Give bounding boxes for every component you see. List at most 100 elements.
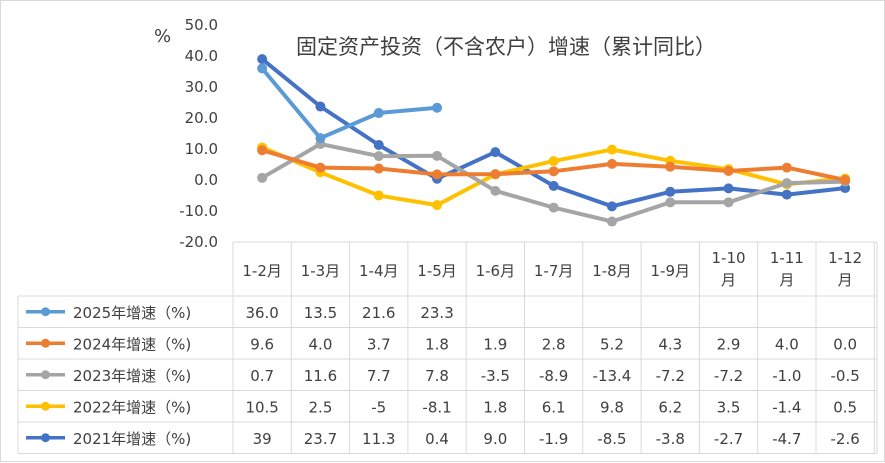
- table-cell-value: 6.2: [658, 398, 682, 416]
- table-cell-value: 2.9: [717, 335, 741, 353]
- x-category-label: 1-9月: [651, 262, 691, 280]
- x-category-label: 1-7月: [534, 262, 574, 280]
- table-cell-value: 4.0: [309, 335, 333, 353]
- legend-series-name: 2023年增速（%): [73, 367, 191, 385]
- table-cell-value: -1.0: [772, 367, 801, 385]
- table-cell-value: -5: [371, 398, 386, 416]
- table-cell-value: -1.9: [539, 430, 568, 448]
- data-point: [723, 197, 734, 208]
- x-category-label: 1-11: [770, 249, 804, 267]
- y-tick-label: 20.0: [185, 109, 218, 127]
- table-cell-value: 4.3: [658, 335, 682, 353]
- table-cell-value: 5.2: [600, 335, 624, 353]
- x-category-label: 1-2月: [242, 262, 282, 280]
- data-point: [606, 158, 617, 169]
- table-cell-value: 11.6: [304, 367, 337, 385]
- table-cell-value: 11.3: [362, 430, 395, 448]
- data-point: [548, 156, 559, 167]
- table-cell-value: 1.9: [483, 335, 507, 353]
- table-cell-value: -3.5: [481, 367, 510, 385]
- data-point: [432, 200, 443, 211]
- table-cell-value: -8.1: [422, 398, 451, 416]
- y-tick-label: 30.0: [185, 78, 218, 96]
- y-tick-label: 40.0: [185, 47, 218, 65]
- table-cell-value: 0.0: [833, 335, 857, 353]
- data-point: [490, 169, 501, 180]
- table-cell-value: 3.5: [717, 398, 741, 416]
- table-cell-value: 6.1: [542, 398, 566, 416]
- table-cell-value: 7.7: [367, 367, 391, 385]
- legend-series-name: 2022年增速（%): [73, 398, 191, 416]
- data-point: [548, 180, 559, 191]
- table-cell-value: 0.4: [425, 430, 449, 448]
- data-point: [781, 162, 792, 173]
- data-point: [490, 185, 501, 196]
- table-cell-value: 39: [253, 430, 272, 448]
- table-cell-value: 9.0: [483, 430, 507, 448]
- data-point: [665, 197, 676, 208]
- data-point: [257, 54, 268, 65]
- table-cell-value: 10.5: [245, 398, 278, 416]
- data-point: [548, 202, 559, 213]
- table-cell-value: 2.5: [309, 398, 333, 416]
- data-point: [723, 183, 734, 194]
- table-cell-value: -4.7: [772, 430, 801, 448]
- data-point: [257, 63, 268, 74]
- table-cell-value: -7.2: [656, 367, 685, 385]
- x-category-label: 1-6月: [476, 262, 516, 280]
- table-cell-value: 13.5: [304, 304, 337, 322]
- legend-key-marker: [41, 433, 50, 443]
- table-cell-value: -1.4: [772, 398, 801, 416]
- legend-key-marker: [41, 307, 50, 317]
- data-point: [606, 216, 617, 227]
- table-cell-value: 1.8: [425, 335, 449, 353]
- data-point: [781, 189, 792, 200]
- table-cell-value: -0.5: [831, 367, 860, 385]
- data-point: [373, 108, 384, 119]
- data-point: [373, 139, 384, 150]
- data-point: [257, 172, 268, 183]
- x-category-label: 1-4月: [359, 262, 399, 280]
- legend-key-marker: [41, 338, 50, 348]
- data-point: [606, 201, 617, 212]
- table-cell-value: -8.9: [539, 367, 568, 385]
- y-tick-label: -20.0: [179, 233, 218, 251]
- table-cell-value: 2.8: [542, 335, 566, 353]
- table-cell-value: -13.4: [593, 367, 632, 385]
- x-category-label: 月: [779, 271, 794, 289]
- data-point: [432, 169, 443, 180]
- y-tick-label: 0.0: [194, 171, 218, 189]
- x-category-label: 1-8月: [592, 262, 632, 280]
- data-point: [315, 101, 326, 112]
- y-tick-label: 10.0: [185, 140, 218, 158]
- legend-series-name: 2021年增速（%): [73, 430, 191, 448]
- table-cell-value: 23.7: [304, 430, 337, 448]
- data-point: [432, 150, 443, 161]
- table-cell-value: 0.5: [833, 398, 857, 416]
- data-point: [432, 102, 443, 113]
- table-cell-value: 21.6: [362, 304, 395, 322]
- table-cell-value: 4.0: [775, 335, 799, 353]
- data-point: [257, 145, 268, 156]
- table-cell-value: -7.2: [714, 367, 743, 385]
- data-point: [548, 166, 559, 177]
- data-point: [373, 151, 384, 162]
- data-point: [665, 186, 676, 197]
- table-cell-value: -3.8: [656, 430, 685, 448]
- series-line: [260, 67, 438, 141]
- data-point: [315, 133, 326, 144]
- x-category-label: 1-10: [712, 249, 746, 267]
- y-tick-label: -10.0: [179, 202, 218, 220]
- table-cell-value: 36.0: [245, 304, 278, 322]
- y-tick-label: 50.0: [185, 16, 218, 34]
- table-cell-value: -2.6: [831, 430, 860, 448]
- x-category-label: 1-3月: [301, 262, 341, 280]
- data-point: [840, 175, 851, 185]
- table-cell-value: 23.3: [420, 304, 453, 322]
- x-category-label: 1-12: [828, 249, 862, 267]
- x-category-label: 1-5月: [417, 262, 457, 280]
- table-cell-value: 1.8: [483, 398, 507, 416]
- table-cell-value: 7.8: [425, 367, 449, 385]
- legend-key-marker: [41, 370, 50, 380]
